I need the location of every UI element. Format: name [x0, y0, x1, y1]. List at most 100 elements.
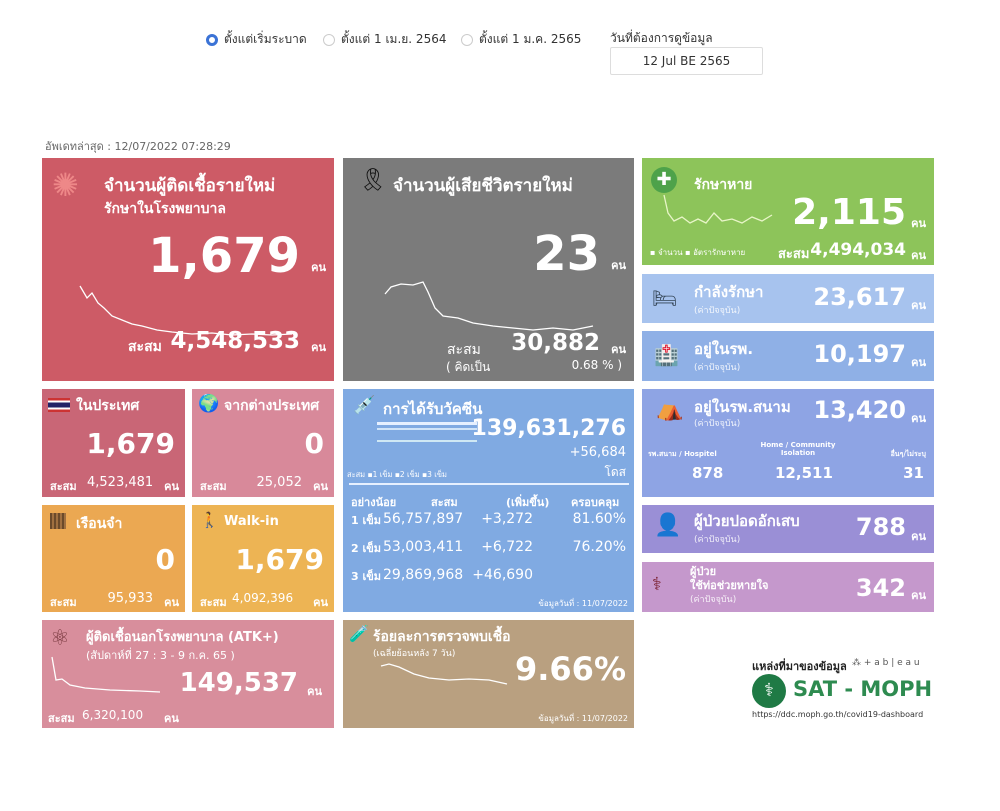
new-cases-value: 1,679	[148, 228, 300, 284]
recovered-tile[interactable]: ✚ รักษาหาย 2,115 คน ▪ จำนวน ▪ อัตรารักษา…	[642, 158, 934, 265]
vaccine-tile[interactable]: 💉 การได้รับวัคซีน 139,631,276 +56,684 สะ…	[343, 389, 634, 612]
tent-icon: ⛺	[656, 397, 684, 422]
dose-unit: โดส	[604, 465, 626, 479]
radio-since-apr-2564[interactable]: ตั้งแต่ 1 เม.ย. 2564	[323, 30, 446, 49]
unit: คน	[611, 343, 626, 356]
tile-subtitle: รักษาในโรงพยาบาล	[104, 201, 226, 217]
last-updated: อัพเดทล่าสุด : 12/07/2022 07:28:29	[45, 140, 231, 153]
tile-title: Walk-in	[224, 514, 279, 529]
legend-label: 1 เข็ม	[372, 470, 393, 479]
tile-title: ผู้ติดเชื้อนอกโรงพยาบาล (ATK+)	[86, 630, 279, 645]
hospital-building-icon: 🏥	[654, 343, 679, 367]
cum-label: สะสม	[447, 342, 481, 358]
deaths-cumulative: 30,882	[511, 330, 600, 356]
col-header: ครอบคลุม	[571, 496, 620, 509]
in-hospital-value: 10,197	[813, 340, 906, 368]
tile-title: อยู่ในรพ.	[694, 340, 754, 358]
vaccine-cum: 56,757,897	[383, 511, 464, 527]
date-input[interactable]: 12 Jul BE 2565	[610, 47, 763, 75]
positivity-sparkline	[380, 663, 508, 685]
vaccine-total: 139,631,276	[471, 416, 626, 441]
tile-title: ผู้ป่วย	[690, 565, 717, 578]
data-date: ข้อมูลวันที่ : 11/07/2022	[538, 714, 628, 723]
recovered-cumulative: 4,494,034	[810, 240, 906, 260]
cum-label: สะสม	[200, 480, 227, 493]
abroad-cumulative: 25,052	[256, 475, 303, 490]
vaccine-dose: 2 เข็ม	[351, 542, 382, 555]
dose-bar	[377, 440, 477, 442]
treating-tile[interactable]: 🛏 กำลังรักษา (ค่าปัจจุบัน) 23,617 คน	[642, 274, 934, 323]
sat-moph-logo: SAT - MOPH	[793, 677, 933, 701]
globe-icon: 🌍	[198, 394, 220, 414]
unit: คน	[911, 299, 926, 312]
radio-label: ตั้งแต่ 1 ม.ค. 2565	[479, 32, 582, 46]
radio-label: ตั้งแต่เริ่มระบาด	[224, 32, 307, 46]
deaths-tile[interactable]: 🎗 จำนวนผู้เสียชีวิตรายใหม่ 23 คน สะสม 30…	[343, 158, 634, 381]
tile-title: การได้รับวัคซีน	[383, 400, 483, 418]
prison-cumulative: 95,933	[107, 591, 154, 606]
walkin-tile[interactable]: 🚶 Walk-in 1,679 สะสม 4,092,396 คน	[192, 505, 334, 612]
radio-since-jan-2565[interactable]: ตั้งแต่ 1 ม.ค. 2565	[461, 30, 581, 49]
domestic-tile[interactable]: ในประเทศ 1,679 สะสม 4,523,481 คน	[42, 389, 185, 497]
ventilator-value: 342	[855, 574, 906, 602]
prison-tile[interactable]: เรือนจำ 0 สะสม 95,933 คน	[42, 505, 185, 612]
in-hospital-tile[interactable]: 🏥 อยู่ในรพ. (ค่าปัจจุบัน) 10,197 คน	[642, 331, 934, 381]
new-cases-tile[interactable]: ✺ จำนวนผู้ติดเชื้อรายใหม่ รักษาในโรงพยาบ…	[42, 158, 334, 381]
atk-value: 149,537	[179, 668, 298, 698]
positivity-tile[interactable]: 🧪 ร้อยละการตรวจพบเชื้อ (เฉลี่ยย้อนหลัง 7…	[343, 620, 634, 728]
col-header: สะสม	[431, 496, 458, 509]
walkin-cumulative: 4,092,396	[232, 591, 294, 605]
tile-title: ผู้ป่วยปอดอักเสบ	[694, 512, 800, 530]
home-isolation-value: 12,511	[775, 464, 833, 482]
dose-bar	[377, 428, 477, 430]
new-cases-sparkline	[79, 285, 293, 336]
legend-label: สะสม	[347, 470, 366, 479]
moph-seal-icon: ⚕	[752, 674, 786, 708]
tile-title: ในประเทศ	[76, 398, 140, 414]
unit: คน	[311, 341, 326, 354]
other-value: 31	[903, 464, 924, 482]
walkin-value: 1,679	[235, 543, 324, 576]
ventilator-tile[interactable]: ⚕ ผู้ป่วย ใช้ท่อช่วยหายใจ (ค่าปัจจุบัน) …	[642, 562, 934, 612]
death-rate: 0.68 % )	[571, 358, 622, 372]
vaccine-cum: 29,869,968	[383, 567, 464, 583]
vaccine-increase: +56,684	[569, 445, 626, 460]
vaccine-cov: 76.20%	[572, 539, 626, 555]
col-header: อย่างน้อย	[351, 496, 397, 509]
prison-value: 0	[155, 543, 175, 576]
atk-tile[interactable]: ⚛ ผู้ติดเชื้อนอกโรงพยาบาล (ATK+) (สัปดาห…	[42, 620, 334, 728]
unit: คน	[911, 412, 926, 425]
field-hospital-tile[interactable]: ⛺ อยู่ในรพ.สนาม (ค่าปัจจุบัน) 13,420 คน …	[642, 389, 934, 497]
unit: คน	[911, 589, 926, 602]
current-label: (ค่าปัจจุบัน)	[694, 535, 741, 545]
vaccine-cum: 53,003,411	[383, 539, 464, 555]
pneumonia-tile[interactable]: 👤 ผู้ป่วยปอดอักเสบ (ค่าปัจจุบัน) 788 คน	[642, 505, 934, 553]
black-ribbon-icon: 🎗	[359, 168, 387, 193]
domestic-cumulative: 4,523,481	[87, 475, 154, 490]
data-date: ข้อมูลวันที่ : 11/07/2022	[538, 599, 628, 608]
tile-subtitle: (เฉลี่ยย้อนหลัง 7 วัน)	[373, 649, 456, 659]
dose-bar	[377, 422, 477, 425]
tile-title: ใช้ท่อช่วยหายใจ	[690, 579, 769, 592]
pct-label: ( คิดเป็น	[446, 360, 491, 374]
unit: คน	[911, 249, 926, 262]
legend-count: ▪ จำนวน ▪ อัตรารักษาหาย	[650, 248, 746, 257]
cum-label: สะสม	[50, 596, 77, 609]
vaccine-dose: 1 เข็ม	[351, 514, 382, 527]
cum-label: สะสม	[128, 339, 162, 355]
vaccine-inc: +3,272	[481, 511, 533, 527]
tile-title: จำนวนผู้เสียชีวิตรายใหม่	[393, 176, 573, 196]
deaths-sparkline	[384, 281, 594, 331]
abroad-tile[interactable]: 🌍 จากต่างประเทศ 0 สะสม 25,052 คน	[192, 389, 334, 497]
vaccine-inc: +46,690	[472, 567, 533, 583]
cum-label: สะสม	[200, 596, 227, 609]
current-label: (ค่าปัจจุบัน)	[690, 595, 737, 605]
tile-title: จำนวนผู้ติดเชื้อรายใหม่	[104, 176, 276, 196]
tile-title: ร้อยละการตรวจพบเชื้อ	[373, 629, 511, 645]
source-url[interactable]: https://ddc.moph.go.th/covid19-dashboard	[752, 710, 924, 719]
virus-icon: ✺	[52, 166, 79, 204]
radio-since-outbreak[interactable]: ตั้งแต่เริ่มระบาด	[206, 30, 307, 49]
current-label: (ค่าปัจจุบัน)	[694, 363, 741, 373]
divider	[349, 483, 629, 485]
radio-icon	[461, 33, 473, 46]
